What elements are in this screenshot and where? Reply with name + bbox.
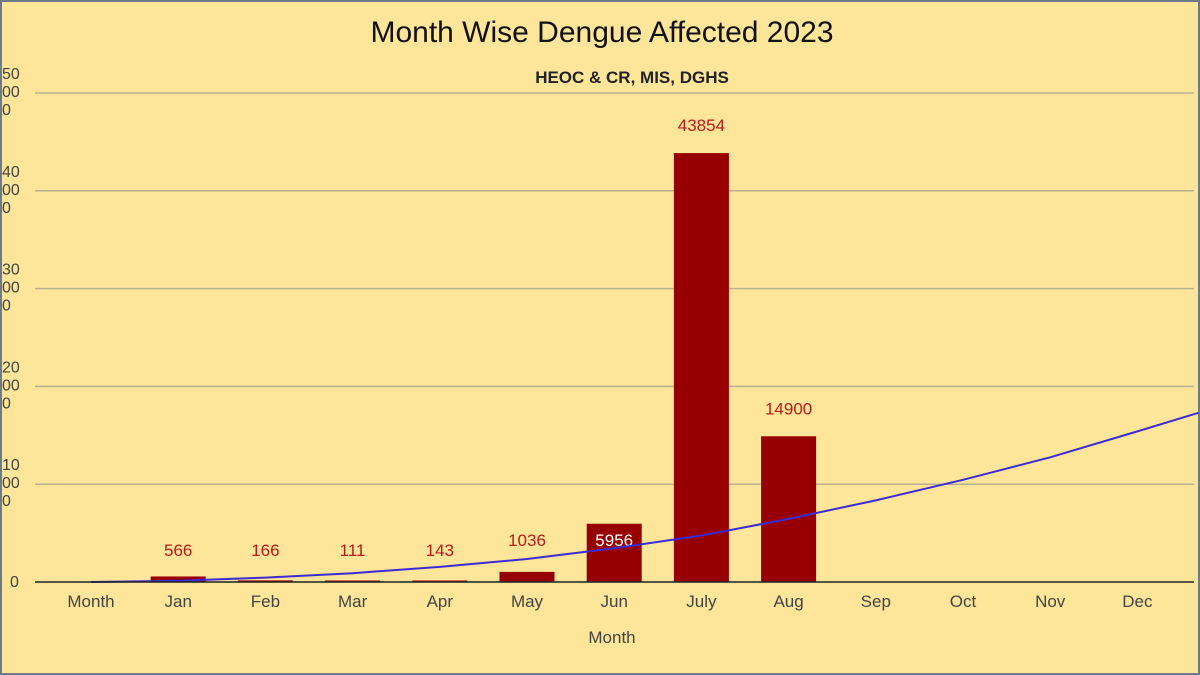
x-tick-label: May — [511, 592, 544, 611]
y-tick-label: 40 00 0 — [2, 164, 20, 217]
x-tick-label: Sep — [861, 592, 891, 611]
bar — [499, 571, 555, 582]
y-tick-label: 0 — [10, 574, 19, 591]
y-tick-label: 30 00 0 — [2, 262, 20, 315]
chart-subtitle: HEOC & CR, MIS, DGHS — [535, 68, 729, 87]
trend-line — [90, 411, 1199, 583]
x-tick-label: Jan — [164, 592, 191, 611]
x-tick-label: Jun — [600, 592, 627, 611]
x-tick-label: Dec — [1122, 592, 1153, 611]
x-tick-label: Aug — [773, 592, 803, 611]
chart-title: Month Wise Dengue Affected 2023 — [370, 16, 834, 49]
bar-value-label: 143 — [426, 541, 454, 560]
bar-value-label: 566 — [164, 541, 192, 560]
x-tick-label: Nov — [1035, 592, 1066, 611]
bar-value-label: 166 — [251, 541, 279, 560]
bar — [761, 436, 817, 582]
bar — [237, 580, 293, 582]
bar — [150, 576, 206, 582]
bar-value-label: 5956 — [595, 531, 633, 550]
x-tick-label: Mar — [338, 592, 368, 611]
x-axis-title: Month — [588, 628, 635, 647]
y-tick-label: 10 00 0 — [2, 457, 20, 510]
x-tick-label: Apr — [427, 592, 454, 611]
x-tick-label: Feb — [251, 592, 280, 611]
bar — [673, 153, 729, 582]
bar — [586, 523, 642, 582]
y-tick-label: 50 00 0 — [2, 66, 20, 119]
bar-value-label: 43854 — [678, 116, 725, 135]
bar-value-label: 111 — [340, 541, 366, 560]
x-tick-label: Oct — [950, 592, 977, 611]
x-tick-label: Month — [67, 592, 114, 611]
bar-value-label: 14900 — [765, 399, 812, 418]
y-tick-label: 20 00 0 — [2, 359, 20, 412]
x-tick-label: July — [686, 592, 717, 611]
bar-value-label: 1036 — [508, 531, 546, 550]
